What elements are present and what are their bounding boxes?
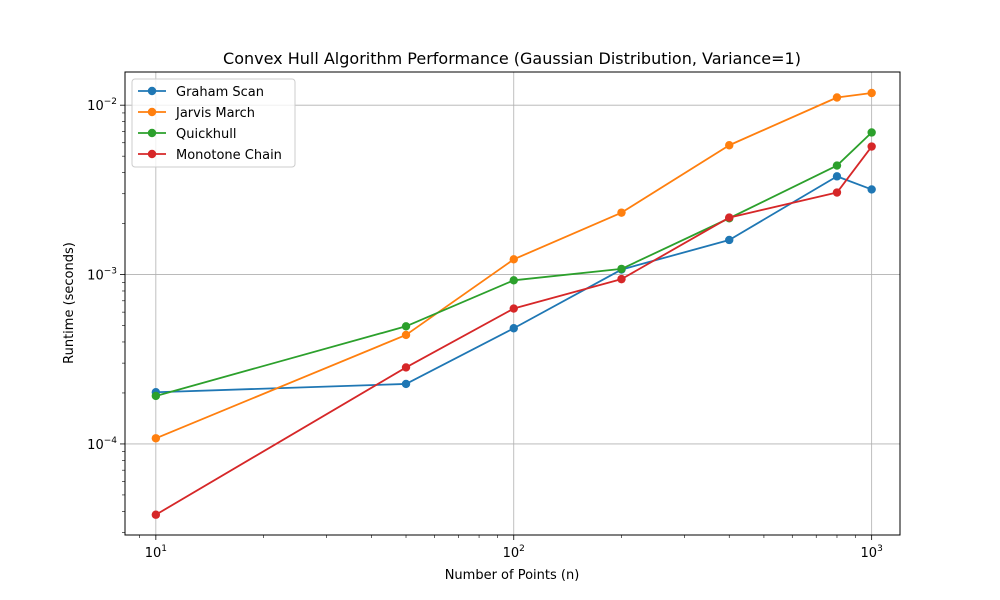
data-point-graham-scan xyxy=(401,379,411,389)
series-monotone-chain xyxy=(151,142,876,519)
legend-item-quickhull: Quickhull xyxy=(138,127,236,142)
data-point-jarvis-march xyxy=(509,255,518,264)
y-axis-label: Runtime (seconds) xyxy=(62,242,77,364)
data-point-graham-scan xyxy=(509,324,518,333)
data-point-jarvis-march xyxy=(151,434,161,443)
data-point-quickhull xyxy=(509,276,518,285)
legend-swatch-marker xyxy=(147,149,157,159)
data-point-jarvis-march xyxy=(617,208,626,217)
data-point-monotone-chain xyxy=(725,213,734,222)
data-point-monotone-chain xyxy=(401,363,411,372)
legend-swatch-marker xyxy=(147,107,157,117)
y-tick-label: 10−4 xyxy=(87,436,117,453)
y-tick-label: 10−3 xyxy=(87,267,117,284)
data-point-graham-scan xyxy=(832,172,842,181)
chart-title: Convex Hull Algorithm Performance (Gauss… xyxy=(223,49,801,68)
x-tick-label: 102 xyxy=(503,544,525,561)
y-tick-label: 10−2 xyxy=(87,97,117,114)
data-point-graham-scan xyxy=(867,185,876,194)
series-jarvis-march xyxy=(151,88,876,443)
legend-item-jarvis-march: Jarvis March xyxy=(138,106,255,121)
data-point-jarvis-march xyxy=(832,93,842,102)
legend-item-monotone-chain: Monotone Chain xyxy=(138,148,282,163)
data-point-graham-scan xyxy=(725,235,734,245)
data-point-jarvis-march xyxy=(725,141,734,150)
legend-box xyxy=(131,78,296,168)
legend: Graham Scan Jarvis March Quickhull Monotone… xyxy=(131,78,296,168)
legend-item-graham-scan: Graham Scan xyxy=(138,85,264,100)
plot-frame xyxy=(124,71,901,536)
data-point-monotone-chain xyxy=(509,304,518,313)
data-point-quickhull xyxy=(617,264,626,274)
data-point-monotone-chain xyxy=(832,188,842,197)
legend-swatch-marker xyxy=(147,128,157,138)
series-lines xyxy=(151,88,876,519)
legend-label: Monotone Chain xyxy=(176,148,282,163)
data-point-quickhull xyxy=(867,128,876,137)
data-point-monotone-chain xyxy=(151,510,161,519)
x-tick-label: 103 xyxy=(861,544,883,561)
data-point-quickhull xyxy=(832,161,842,170)
data-point-quickhull xyxy=(401,322,411,331)
data-point-monotone-chain xyxy=(617,274,626,284)
legend-label: Jarvis March xyxy=(175,106,255,121)
legend-label: Quickhull xyxy=(176,127,236,142)
x-axis-label: Number of Points (n) xyxy=(445,568,580,583)
legend-label: Graham Scan xyxy=(176,85,264,100)
data-point-monotone-chain xyxy=(867,142,876,151)
series-quickhull xyxy=(151,128,876,401)
data-point-jarvis-march xyxy=(867,88,876,98)
x-tick-label: 101 xyxy=(145,544,167,561)
axis-ticks: 101 102 103 10−4 10−3 10−2 xyxy=(87,97,883,561)
data-point-quickhull xyxy=(151,391,161,401)
data-point-jarvis-march xyxy=(401,330,411,340)
legend-swatch-marker xyxy=(147,86,157,96)
